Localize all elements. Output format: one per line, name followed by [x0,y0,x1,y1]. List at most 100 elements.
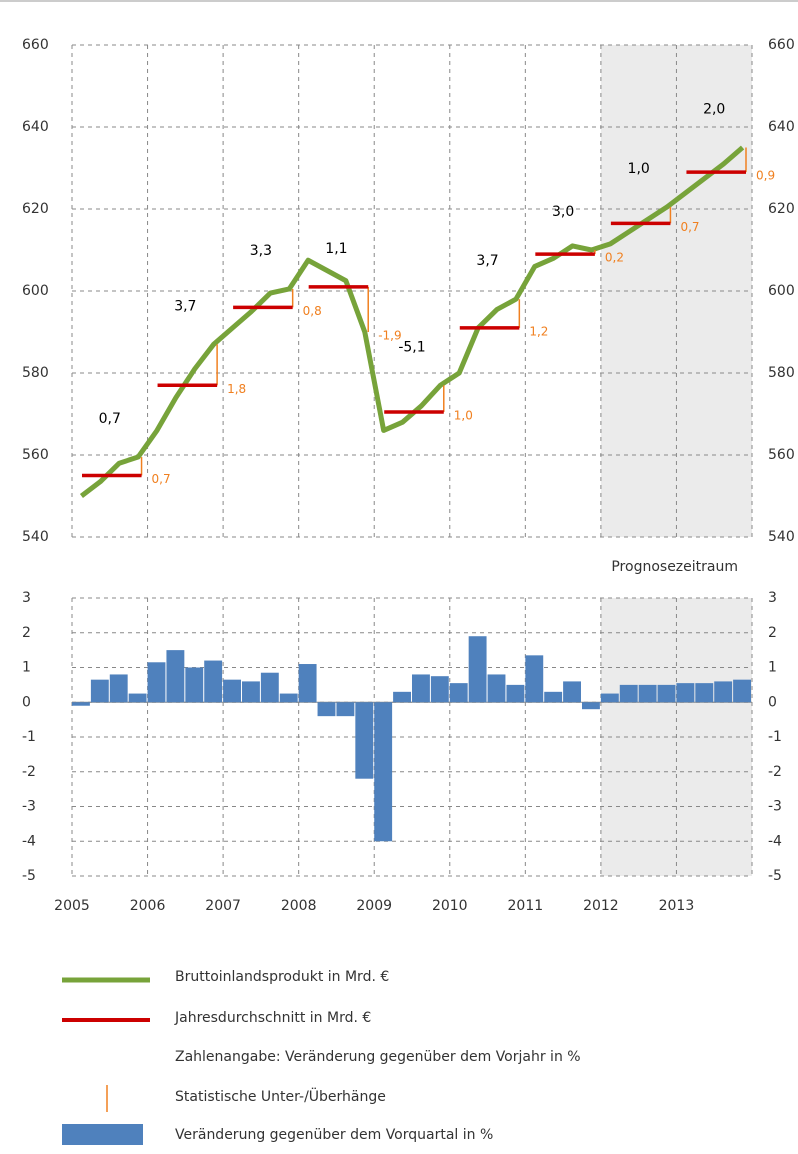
legend-label: Jahresdurchschnitt in Mrd. € [174,1010,371,1026]
bar [487,674,506,703]
y-tick-label: 580 [22,365,49,381]
y2-tick-label: -1 [768,729,782,745]
change-label: 3,7 [174,298,196,314]
bar [525,655,544,703]
y2-tick-label: 580 [768,365,795,381]
x-tick-label: 2007 [205,898,241,914]
legend-label: Statistische Unter-/Überhänge [175,1087,386,1105]
bar [223,679,241,703]
change-label: 1,1 [325,241,347,257]
change-label: 2,0 [703,102,725,118]
bar [695,683,714,703]
y2-tick-label: 660 [768,37,795,53]
overhang-label: 1,2 [529,324,548,338]
y-tick-label: 560 [22,447,49,463]
change-label: 1,0 [628,161,650,177]
x-tick-label: 2005 [54,898,90,914]
bar [393,691,411,703]
overhang-label: 0,2 [605,251,624,265]
y2-tick-label: -4 [768,833,782,849]
y2-tick-label: 3 [768,590,777,606]
x-tick-label: 2009 [356,898,392,914]
bar [109,674,128,703]
y-tick-label: -5 [22,868,36,884]
bar [317,702,336,717]
bar [449,683,468,703]
y-tick-label: 640 [22,119,49,135]
change-label: -5,1 [398,339,425,355]
bar [506,684,525,703]
overhang-label: -1,9 [378,329,401,343]
y-tick-label: 2 [22,625,31,641]
y2-tick-label: 2 [768,625,777,641]
overhang-label: 0,7 [680,220,699,234]
y-tick-label: 600 [22,283,49,299]
bar [90,679,109,703]
overhang-label: 0,9 [756,169,775,183]
bar [166,650,185,703]
bar [128,693,147,703]
y-tick-label: 0 [22,694,31,710]
y-tick-label: 3 [22,590,31,606]
bar [544,691,563,703]
change-label: 3,0 [552,204,574,220]
legend-label: Veränderung gegenüber dem Vorquartal in … [175,1127,493,1143]
y2-tick-label: 560 [768,447,795,463]
legend-label: Zahlenangabe: Veränderung gegenüber dem … [175,1049,581,1065]
bar [298,664,317,703]
y2-tick-label: 1 [768,660,777,676]
bar [336,702,355,717]
y-tick-label: -1 [22,729,36,745]
x-tick-label: 2010 [432,898,468,914]
overhang-label: 0,8 [303,304,322,318]
y-tick-label: -2 [22,764,36,780]
bar [72,702,90,706]
bar [260,672,279,703]
y2-tick-label: 0 [768,694,777,710]
bar [714,681,733,703]
change-label: 3,7 [476,253,498,269]
bar [676,683,695,703]
bar [638,684,657,703]
x-tick-label: 2012 [583,898,619,914]
y2-tick-label: -2 [768,764,782,780]
bar [355,702,374,779]
y-tick-label: 1 [22,660,31,676]
y2-tick-label: 540 [768,529,795,545]
bar [412,674,430,703]
bar [600,693,619,703]
y-tick-label: 620 [22,201,49,217]
change-label: 3,3 [250,243,272,259]
bar [468,636,487,703]
x-tick-label: 2008 [281,898,317,914]
overhang-label: 0,7 [152,472,171,486]
legend-icon [62,1124,143,1145]
forecast-label: Prognosezeitraum [611,559,738,575]
x-tick-label: 2011 [508,898,544,914]
bar [657,684,676,703]
x-tick-label: 2006 [130,898,166,914]
change-label: 0,7 [99,411,121,427]
bar [582,702,600,710]
y2-tick-label: 620 [768,201,795,217]
bar [185,667,204,703]
bar [563,681,581,703]
bar [204,660,223,703]
bar [619,684,638,703]
y-tick-label: 660 [22,37,49,53]
bar [733,679,751,703]
gdp-line [79,145,745,498]
bar [279,693,298,703]
y2-tick-label: -3 [768,799,782,815]
bar [147,662,166,703]
y-tick-label: -3 [22,799,36,815]
bar [374,702,393,842]
y-tick-label: -4 [22,833,36,849]
x-tick-label: 2013 [659,898,695,914]
y-tick-label: 540 [22,529,49,545]
y2-tick-label: -5 [768,868,782,884]
bar [430,676,449,703]
overhang-label: 1,8 [227,382,246,396]
y2-tick-label: 640 [768,119,795,135]
